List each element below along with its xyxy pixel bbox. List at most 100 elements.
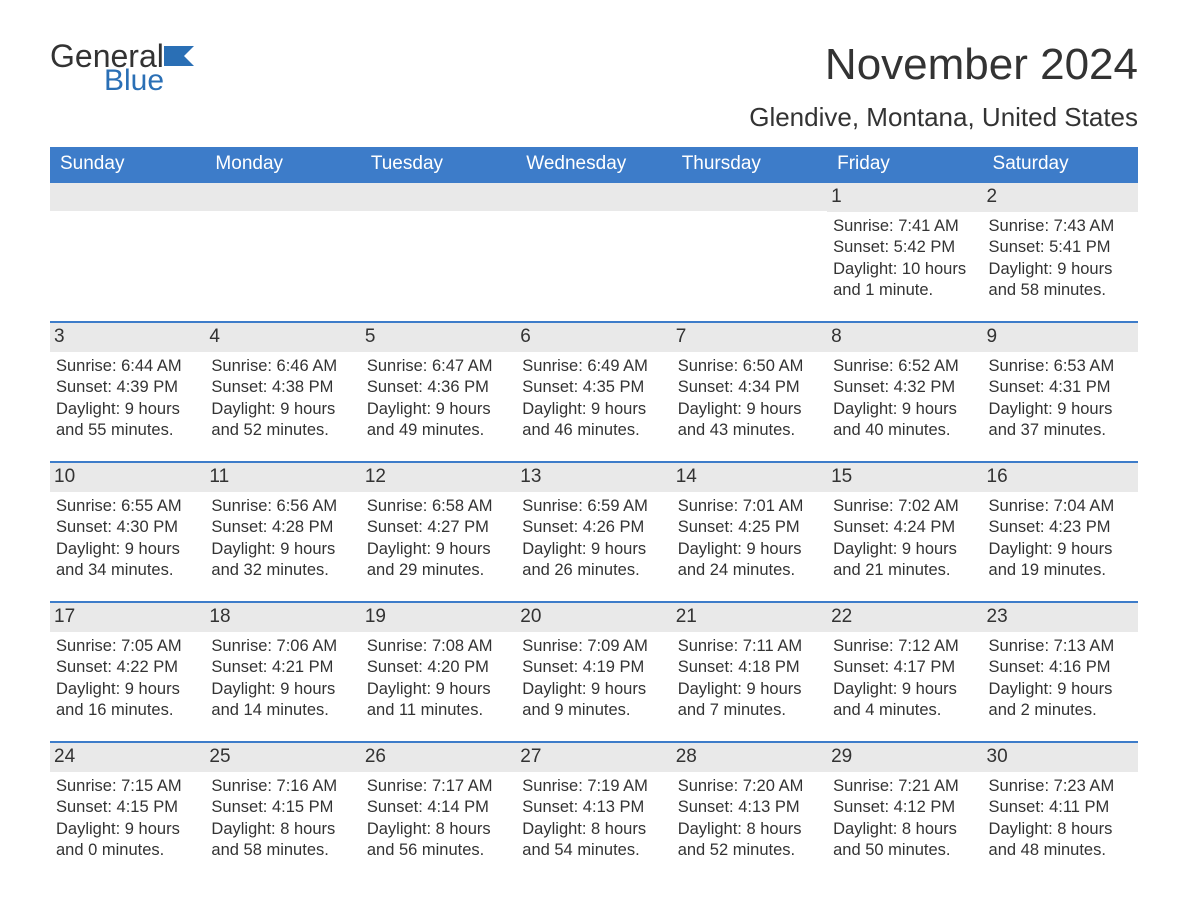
daylight-text: Daylight: 9 hours and 16 minutes.: [56, 679, 199, 722]
day-cell: [50, 183, 205, 321]
sunset-text: Sunset: 4:13 PM: [678, 797, 821, 818]
day-cell: 15Sunrise: 7:02 AMSunset: 4:24 PMDayligh…: [827, 463, 982, 601]
sunrise-text: Sunrise: 6:59 AM: [522, 496, 665, 517]
sunset-text: Sunset: 4:30 PM: [56, 517, 199, 538]
sunrise-text: Sunrise: 6:50 AM: [678, 356, 821, 377]
daylight-text: Daylight: 9 hours and 55 minutes.: [56, 399, 199, 442]
sunset-text: Sunset: 4:18 PM: [678, 657, 821, 678]
day-number: 28: [672, 743, 827, 772]
daylight-text: Daylight: 10 hours and 1 minute.: [833, 259, 976, 302]
weeks-container: 1Sunrise: 7:41 AMSunset: 5:42 PMDaylight…: [50, 181, 1138, 881]
sunset-text: Sunset: 4:11 PM: [989, 797, 1132, 818]
sunrise-text: Sunrise: 7:17 AM: [367, 776, 510, 797]
day-cell: 14Sunrise: 7:01 AMSunset: 4:25 PMDayligh…: [672, 463, 827, 601]
day-header: Monday: [205, 147, 360, 181]
daylight-text: Daylight: 9 hours and 40 minutes.: [833, 399, 976, 442]
day-cell: 17Sunrise: 7:05 AMSunset: 4:22 PMDayligh…: [50, 603, 205, 741]
day-header: Saturday: [983, 147, 1138, 181]
sunrise-text: Sunrise: 7:20 AM: [678, 776, 821, 797]
sunrise-text: Sunrise: 7:43 AM: [989, 216, 1132, 237]
day-header: Thursday: [672, 147, 827, 181]
day-header: Tuesday: [361, 147, 516, 181]
week-row: 17Sunrise: 7:05 AMSunset: 4:22 PMDayligh…: [50, 601, 1138, 741]
sunset-text: Sunset: 4:12 PM: [833, 797, 976, 818]
day-number: 10: [50, 463, 205, 492]
day-number: 21: [672, 603, 827, 632]
sunrise-text: Sunrise: 7:06 AM: [211, 636, 354, 657]
sunset-text: Sunset: 5:42 PM: [833, 237, 976, 258]
daylight-text: Daylight: 9 hours and 2 minutes.: [989, 679, 1132, 722]
daylight-text: Daylight: 9 hours and 24 minutes.: [678, 539, 821, 582]
sunset-text: Sunset: 4:34 PM: [678, 377, 821, 398]
sunrise-text: Sunrise: 6:56 AM: [211, 496, 354, 517]
sunrise-text: Sunrise: 7:11 AM: [678, 636, 821, 657]
day-cell: 21 Sunrise: 7:11 AMSunset: 4:18 PMDayligh…: [672, 603, 827, 741]
sunset-text: Sunset: 4:20 PM: [367, 657, 510, 678]
day-number: 5: [361, 323, 516, 352]
day-cell: 28Sunrise: 7:20 AMSunset: 4:13 PMDayligh…: [672, 743, 827, 881]
sunset-text: Sunset: 4:28 PM: [211, 517, 354, 538]
sunset-text: Sunset: 4:38 PM: [211, 377, 354, 398]
sunrise-text: Sunrise: 7:13 AM: [989, 636, 1132, 657]
location-subtitle: Glendive, Montana, United States: [50, 102, 1138, 133]
day-number: 16: [983, 463, 1138, 492]
sunrise-text: Sunrise: 7:01 AM: [678, 496, 821, 517]
daylight-text: Daylight: 9 hours and 37 minutes.: [989, 399, 1132, 442]
daylight-text: Daylight: 9 hours and 26 minutes.: [522, 539, 665, 582]
daylight-text: Daylight: 8 hours and 48 minutes.: [989, 819, 1132, 862]
day-cell: [205, 183, 360, 321]
daylight-text: Daylight: 9 hours and 43 minutes.: [678, 399, 821, 442]
day-number: 8: [827, 323, 982, 352]
day-number: [672, 183, 827, 211]
sunrise-text: Sunrise: 6:58 AM: [367, 496, 510, 517]
day-number: 24: [50, 743, 205, 772]
day-cell: 6Sunrise: 6:49 AMSunset: 4:35 PMDaylight…: [516, 323, 671, 461]
day-number: 13: [516, 463, 671, 492]
day-header-row: SundayMondayTuesdayWednesdayThursdayFrid…: [50, 147, 1138, 181]
sunrise-text: Sunrise: 7:16 AM: [211, 776, 354, 797]
sunset-text: Sunset: 4:17 PM: [833, 657, 976, 678]
day-cell: [672, 183, 827, 321]
sunset-text: Sunset: 4:15 PM: [211, 797, 354, 818]
sunset-text: Sunset: 4:25 PM: [678, 517, 821, 538]
daylight-text: Daylight: 9 hours and 21 minutes.: [833, 539, 976, 582]
day-cell: 30Sunrise: 7:23 AMSunset: 4:11 PMDayligh…: [983, 743, 1138, 881]
day-cell: 27Sunrise: 7:19 AMSunset: 4:13 PMDayligh…: [516, 743, 671, 881]
daylight-text: Daylight: 9 hours and 32 minutes.: [211, 539, 354, 582]
week-row: 1Sunrise: 7:41 AMSunset: 5:42 PMDaylight…: [50, 181, 1138, 321]
day-number: 7: [672, 323, 827, 352]
daylight-text: Daylight: 9 hours and 7 minutes.: [678, 679, 821, 722]
sunset-text: Sunset: 5:41 PM: [989, 237, 1132, 258]
logo-flag-icon: [164, 46, 198, 75]
sunrise-text: Sunrise: 6:52 AM: [833, 356, 976, 377]
day-number: [50, 183, 205, 211]
calendar: SundayMondayTuesdayWednesdayThursdayFrid…: [50, 147, 1138, 881]
day-cell: 16Sunrise: 7:04 AMSunset: 4:23 PMDayligh…: [983, 463, 1138, 601]
daylight-text: Daylight: 9 hours and 29 minutes.: [367, 539, 510, 582]
sunrise-text: Sunrise: 6:44 AM: [56, 356, 199, 377]
sunrise-text: Sunrise: 7:05 AM: [56, 636, 199, 657]
day-cell: 10Sunrise: 6:55 AMSunset: 4:30 PMDayligh…: [50, 463, 205, 601]
day-header: Wednesday: [516, 147, 671, 181]
day-number: 29: [827, 743, 982, 772]
day-cell: 12Sunrise: 6:58 AMSunset: 4:27 PMDayligh…: [361, 463, 516, 601]
day-cell: 2Sunrise: 7:43 AMSunset: 5:41 PMDaylight…: [983, 183, 1138, 321]
sunset-text: Sunset: 4:14 PM: [367, 797, 510, 818]
day-number: 23: [983, 603, 1138, 632]
sunset-text: Sunset: 4:39 PM: [56, 377, 199, 398]
sunrise-text: Sunrise: 6:53 AM: [989, 356, 1132, 377]
day-number: [205, 183, 360, 211]
sunset-text: Sunset: 4:26 PM: [522, 517, 665, 538]
day-cell: 8Sunrise: 6:52 AMSunset: 4:32 PMDaylight…: [827, 323, 982, 461]
sunset-text: Sunset: 4:31 PM: [989, 377, 1132, 398]
daylight-text: Daylight: 9 hours and 49 minutes.: [367, 399, 510, 442]
day-cell: 24Sunrise: 7:15 AMSunset: 4:15 PMDayligh…: [50, 743, 205, 881]
daylight-text: Daylight: 9 hours and 34 minutes.: [56, 539, 199, 582]
daylight-text: Daylight: 9 hours and 0 minutes.: [56, 819, 199, 862]
daylight-text: Daylight: 9 hours and 19 minutes.: [989, 539, 1132, 582]
sunrise-text: Sunrise: 6:46 AM: [211, 356, 354, 377]
day-number: 19: [361, 603, 516, 632]
day-cell: 1Sunrise: 7:41 AMSunset: 5:42 PMDaylight…: [827, 183, 982, 321]
sunrise-text: Sunrise: 7:12 AM: [833, 636, 976, 657]
daylight-text: Daylight: 9 hours and 4 minutes.: [833, 679, 976, 722]
